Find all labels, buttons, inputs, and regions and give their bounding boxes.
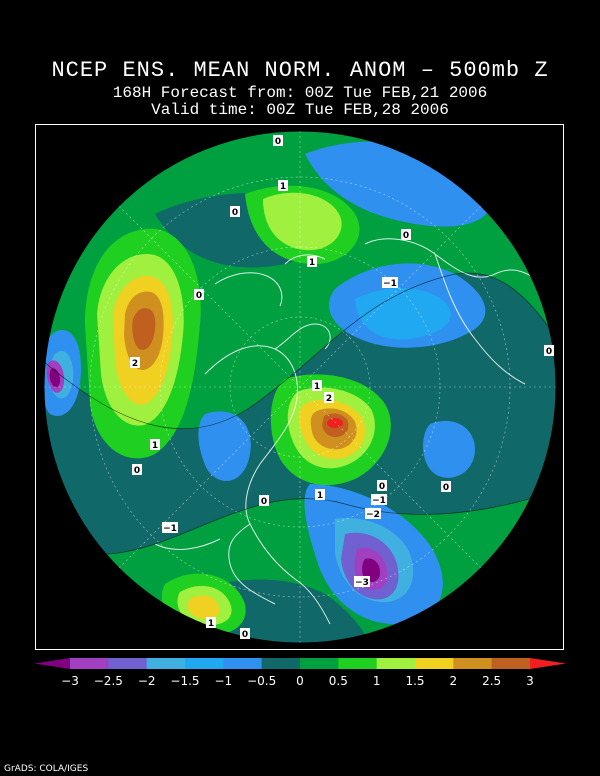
contour-label: 0 bbox=[544, 345, 554, 357]
contour-label: 0 bbox=[132, 464, 142, 476]
svg-text:−1: −1 bbox=[372, 496, 386, 506]
svg-text:1: 1 bbox=[314, 382, 320, 392]
footer-credit: GrADS: COLA/IGES bbox=[4, 764, 89, 774]
contour-label: 0 bbox=[259, 495, 269, 507]
contour-label: 1 bbox=[206, 617, 216, 629]
contour-label: −3 bbox=[354, 576, 370, 588]
colorbar-label: −0.5 bbox=[247, 674, 276, 688]
contour-label: 0 bbox=[441, 481, 451, 493]
svg-text:2: 2 bbox=[132, 359, 138, 369]
svg-text:0: 0 bbox=[196, 291, 202, 301]
contour-label: 1 bbox=[307, 256, 317, 268]
colorbar-swatch bbox=[146, 658, 186, 669]
colorbar-swatch bbox=[415, 658, 454, 669]
colorbar-swatch bbox=[300, 658, 339, 669]
contour-label: 1 bbox=[315, 489, 325, 501]
contour-label: 1 bbox=[278, 180, 288, 192]
contour-label: −1 bbox=[162, 522, 178, 534]
colorbar-swatch bbox=[530, 658, 566, 669]
svg-text:0: 0 bbox=[232, 208, 238, 218]
svg-text:1: 1 bbox=[152, 441, 158, 451]
anomaly-map: 0 1 0 0 0 1 −1 0 2 1 0 1 2 0 0 1 −1 −2 −… bbox=[43, 130, 557, 644]
colorbar-swatch bbox=[453, 658, 493, 669]
contour-label: −2 bbox=[365, 508, 381, 520]
colorbar-swatch bbox=[223, 658, 263, 669]
colorbar-swatch bbox=[261, 658, 301, 669]
colorbar-label: 0.5 bbox=[329, 674, 348, 688]
colorbar-swatch bbox=[185, 658, 224, 669]
svg-text:1: 1 bbox=[309, 258, 315, 268]
colorbar-label: 1 bbox=[373, 674, 381, 688]
colorbar-label: −1 bbox=[214, 674, 232, 688]
colorbar-label: −2.5 bbox=[94, 674, 123, 688]
contour-label: 0 bbox=[377, 480, 387, 492]
svg-text:2: 2 bbox=[326, 394, 332, 404]
svg-text:−1: −1 bbox=[383, 279, 397, 289]
contour-label: 1 bbox=[312, 380, 322, 392]
svg-text:0: 0 bbox=[403, 231, 409, 241]
colorbar-swatch bbox=[376, 658, 416, 669]
contour-label: 0 bbox=[240, 628, 250, 640]
colorbar-swatches bbox=[34, 658, 566, 669]
contour-label: 0 bbox=[273, 135, 283, 147]
forecast-subtitle: 168H Forecast from: 00Z Tue FEB,21 2006 bbox=[112, 84, 488, 102]
anomaly-field bbox=[44, 131, 556, 643]
colorbar-swatch bbox=[108, 658, 148, 669]
colorbar-labels: −3 −2.5 −2 −1.5 −1 −0.5 0 0.5 1 1.5 2 2.5 3 bbox=[61, 674, 534, 688]
svg-text:0: 0 bbox=[379, 482, 385, 492]
svg-text:1: 1 bbox=[208, 619, 214, 629]
colorbar: −3 −2.5 −2 −1.5 −1 −0.5 0 0.5 1 1.5 2 2.5 3 bbox=[34, 658, 566, 688]
colorbar-label: −2 bbox=[138, 674, 156, 688]
colorbar-label: 2.5 bbox=[482, 674, 501, 688]
svg-text:0: 0 bbox=[134, 466, 140, 476]
colorbar-label: −1.5 bbox=[170, 674, 199, 688]
colorbar-label: −3 bbox=[61, 674, 79, 688]
colorbar-label: 0 bbox=[296, 674, 304, 688]
colorbar-swatch bbox=[34, 658, 70, 669]
svg-text:0: 0 bbox=[275, 137, 281, 147]
contour-label: 2 bbox=[130, 357, 140, 369]
contour-label: 0 bbox=[401, 229, 411, 241]
contour-label: 0 bbox=[230, 206, 240, 218]
colorbar-label: 3 bbox=[526, 674, 534, 688]
svg-text:1: 1 bbox=[280, 182, 286, 192]
svg-text:0: 0 bbox=[261, 497, 267, 507]
colorbar-swatch bbox=[491, 658, 531, 669]
colorbar-label: 1.5 bbox=[405, 674, 424, 688]
svg-text:1: 1 bbox=[317, 491, 323, 501]
map-title: NCEP ENS. MEAN NORM. ANOM – 500mb Z bbox=[51, 58, 549, 83]
map-frame bbox=[35, 124, 564, 650]
contour-label: 0 bbox=[194, 289, 204, 301]
colorbar-label: 2 bbox=[450, 674, 458, 688]
svg-text:−1: −1 bbox=[163, 524, 177, 534]
contour-label: −1 bbox=[371, 494, 387, 506]
contour-label: 2 bbox=[324, 392, 334, 404]
contour-label: 1 bbox=[150, 439, 160, 451]
colorbar-swatch bbox=[70, 658, 109, 669]
svg-text:0: 0 bbox=[242, 630, 248, 640]
valid-time-subtitle: Valid time: 00Z Tue FEB,28 2006 bbox=[151, 101, 449, 119]
svg-text:0: 0 bbox=[546, 347, 552, 357]
svg-text:0: 0 bbox=[443, 483, 449, 493]
colorbar-swatch bbox=[338, 658, 378, 669]
contour-label: −1 bbox=[382, 277, 398, 289]
svg-text:−2: −2 bbox=[366, 510, 380, 520]
contour-labels: 0 1 0 0 0 1 −1 0 2 1 0 1 2 0 0 1 −1 −2 −… bbox=[130, 135, 554, 640]
svg-text:−3: −3 bbox=[355, 578, 369, 588]
